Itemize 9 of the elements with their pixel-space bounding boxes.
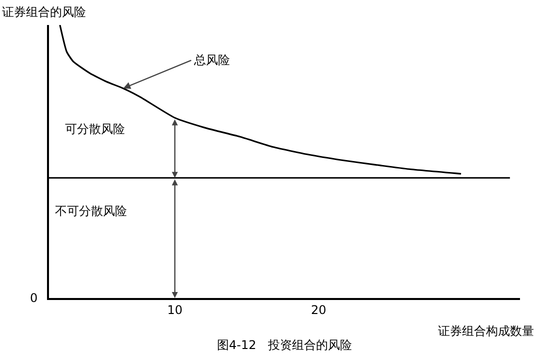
text: 0 (30, 291, 38, 305)
y-axis-title: 证券组合的风险 (2, 5, 86, 19)
x-tick-label: 20 (311, 303, 326, 318)
text: 图4-12 投资组合的风险 (217, 338, 352, 352)
annotation: 可分散风险 (65, 122, 125, 136)
x-tick-label: 10 (167, 303, 182, 318)
annotation: 总风险 (193, 53, 230, 67)
annotation: 不可分散风险 (55, 204, 127, 218)
x-axis-title: 证券组合构成数量 (438, 324, 534, 338)
